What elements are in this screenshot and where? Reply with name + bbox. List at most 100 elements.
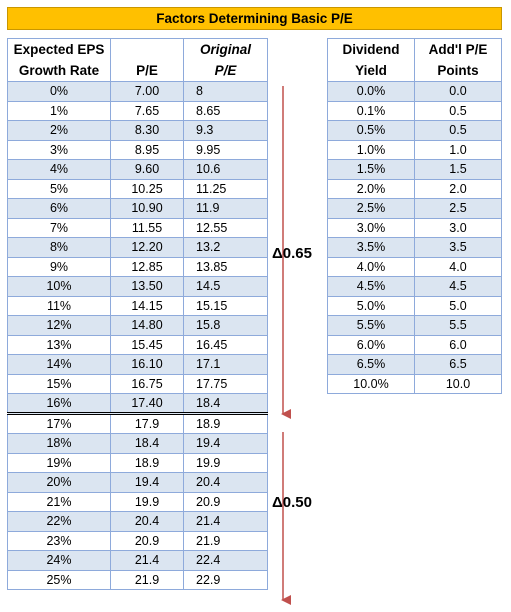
growth-rate-cell[interactable]: 8%: [7, 237, 111, 258]
growth-rate-cell[interactable]: 15%: [7, 373, 111, 394]
original-pe-cell[interactable]: 18.4: [183, 393, 268, 414]
original-pe-cell[interactable]: 10.6: [183, 159, 268, 180]
growth-rate-cell[interactable]: 22%: [7, 511, 111, 532]
original-pe-cell[interactable]: 11.9: [183, 198, 268, 219]
growth-rate-cell[interactable]: 24%: [7, 550, 111, 571]
dividend-yield-cell[interactable]: 5.0%: [327, 295, 415, 316]
dividend-yield-cell[interactable]: 5.5%: [327, 315, 415, 336]
original-pe-cell[interactable]: 13.85: [183, 256, 268, 277]
original-pe-cell[interactable]: 14.5: [183, 276, 268, 297]
addl-pe-header[interactable]: Add'l P/E Points: [414, 38, 502, 82]
original-pe-cell[interactable]: 19.9: [183, 452, 268, 473]
pe-cell[interactable]: 11.55: [110, 217, 184, 238]
original-pe-cell[interactable]: 22.4: [183, 550, 268, 571]
pe-cell[interactable]: 19.4: [110, 472, 184, 493]
original-pe-cell[interactable]: 12.55: [183, 217, 268, 238]
original-pe-cell[interactable]: 11.25: [183, 178, 268, 199]
addl-pe-cell[interactable]: 0.5: [414, 120, 502, 141]
pe-cell[interactable]: 21.4: [110, 550, 184, 571]
original-pe-cell[interactable]: 15.8: [183, 315, 268, 336]
dividend-yield-cell[interactable]: 6.5%: [327, 354, 415, 375]
pe-cell[interactable]: 10.25: [110, 178, 184, 199]
growth-rate-cell[interactable]: 0%: [7, 81, 111, 102]
pe-cell[interactable]: 19.9: [110, 491, 184, 512]
addl-pe-cell[interactable]: 10.0: [414, 373, 502, 394]
original-pe-cell[interactable]: 19.4: [183, 433, 268, 454]
addl-pe-cell[interactable]: 5.0: [414, 295, 502, 316]
growth-rate-cell[interactable]: 6%: [7, 198, 111, 219]
original-pe-cell[interactable]: 9.3: [183, 120, 268, 141]
addl-pe-cell[interactable]: 1.0: [414, 139, 502, 160]
dividend-yield-header[interactable]: Dividend Yield: [327, 38, 415, 82]
growth-rate-cell[interactable]: 21%: [7, 491, 111, 512]
pe-cell[interactable]: 13.50: [110, 276, 184, 297]
dividend-yield-cell[interactable]: 3.0%: [327, 217, 415, 238]
addl-pe-cell[interactable]: 2.5: [414, 198, 502, 219]
pe-cell[interactable]: 12.20: [110, 237, 184, 258]
addl-pe-cell[interactable]: 4.5: [414, 276, 502, 297]
original-pe-cell[interactable]: 13.2: [183, 237, 268, 258]
growth-rate-cell[interactable]: 16%: [7, 393, 111, 414]
dividend-yield-cell[interactable]: 0.5%: [327, 120, 415, 141]
dividend-yield-cell[interactable]: 2.0%: [327, 178, 415, 199]
original-pe-cell[interactable]: 8: [183, 81, 268, 102]
pe-cell[interactable]: 17.40: [110, 393, 184, 414]
pe-cell[interactable]: 18.4: [110, 433, 184, 454]
pe-cell[interactable]: 20.9: [110, 530, 184, 551]
growth-rate-header[interactable]: Expected EPS Growth Rate: [7, 38, 111, 82]
original-pe-cell[interactable]: 20.4: [183, 472, 268, 493]
pe-cell[interactable]: 7.00: [110, 81, 184, 102]
pe-header[interactable]: P/E: [110, 38, 184, 82]
original-pe-cell[interactable]: 8.65: [183, 100, 268, 121]
growth-rate-cell[interactable]: 12%: [7, 315, 111, 336]
pe-cell[interactable]: 15.45: [110, 334, 184, 355]
dividend-yield-cell[interactable]: 2.5%: [327, 198, 415, 219]
original-pe-cell[interactable]: 21.4: [183, 511, 268, 532]
pe-cell[interactable]: 12.85: [110, 256, 184, 277]
original-pe-cell[interactable]: 22.9: [183, 569, 268, 590]
growth-rate-cell[interactable]: 5%: [7, 178, 111, 199]
dividend-yield-cell[interactable]: 0.0%: [327, 81, 415, 102]
growth-rate-cell[interactable]: 9%: [7, 256, 111, 277]
pe-cell[interactable]: 8.95: [110, 139, 184, 160]
addl-pe-cell[interactable]: 6.0: [414, 334, 502, 355]
pe-cell[interactable]: 18.9: [110, 452, 184, 473]
pe-cell[interactable]: 9.60: [110, 159, 184, 180]
growth-rate-cell[interactable]: 17%: [7, 412, 111, 434]
dividend-yield-cell[interactable]: 4.5%: [327, 276, 415, 297]
pe-cell[interactable]: 14.15: [110, 295, 184, 316]
original-pe-cell[interactable]: 17.75: [183, 373, 268, 394]
pe-cell[interactable]: 7.65: [110, 100, 184, 121]
original-pe-cell[interactable]: 16.45: [183, 334, 268, 355]
addl-pe-cell[interactable]: 5.5: [414, 315, 502, 336]
addl-pe-cell[interactable]: 3.0: [414, 217, 502, 238]
growth-rate-cell[interactable]: 1%: [7, 100, 111, 121]
pe-cell[interactable]: 17.9: [110, 412, 184, 434]
pe-cell[interactable]: 21.9: [110, 569, 184, 590]
pe-cell[interactable]: 14.80: [110, 315, 184, 336]
original-pe-cell[interactable]: 18.9: [183, 412, 268, 434]
original-pe-cell[interactable]: 21.9: [183, 530, 268, 551]
dividend-yield-cell[interactable]: 1.0%: [327, 139, 415, 160]
growth-rate-cell[interactable]: 10%: [7, 276, 111, 297]
original-pe-cell[interactable]: 17.1: [183, 354, 268, 375]
addl-pe-cell[interactable]: 0.5: [414, 100, 502, 121]
addl-pe-cell[interactable]: 3.5: [414, 237, 502, 258]
growth-rate-cell[interactable]: 20%: [7, 472, 111, 493]
addl-pe-cell[interactable]: 0.0: [414, 81, 502, 102]
original-pe-header[interactable]: Original P/E: [183, 38, 268, 82]
growth-rate-cell[interactable]: 18%: [7, 433, 111, 454]
original-pe-cell[interactable]: 20.9: [183, 491, 268, 512]
original-pe-cell[interactable]: 9.95: [183, 139, 268, 160]
dividend-yield-cell[interactable]: 6.0%: [327, 334, 415, 355]
dividend-yield-cell[interactable]: 0.1%: [327, 100, 415, 121]
growth-rate-cell[interactable]: 19%: [7, 452, 111, 473]
pe-cell[interactable]: 10.90: [110, 198, 184, 219]
pe-cell[interactable]: 8.30: [110, 120, 184, 141]
dividend-yield-cell[interactable]: 1.5%: [327, 159, 415, 180]
growth-rate-cell[interactable]: 25%: [7, 569, 111, 590]
growth-rate-cell[interactable]: 4%: [7, 159, 111, 180]
addl-pe-cell[interactable]: 6.5: [414, 354, 502, 375]
growth-rate-cell[interactable]: 11%: [7, 295, 111, 316]
growth-rate-cell[interactable]: 23%: [7, 530, 111, 551]
